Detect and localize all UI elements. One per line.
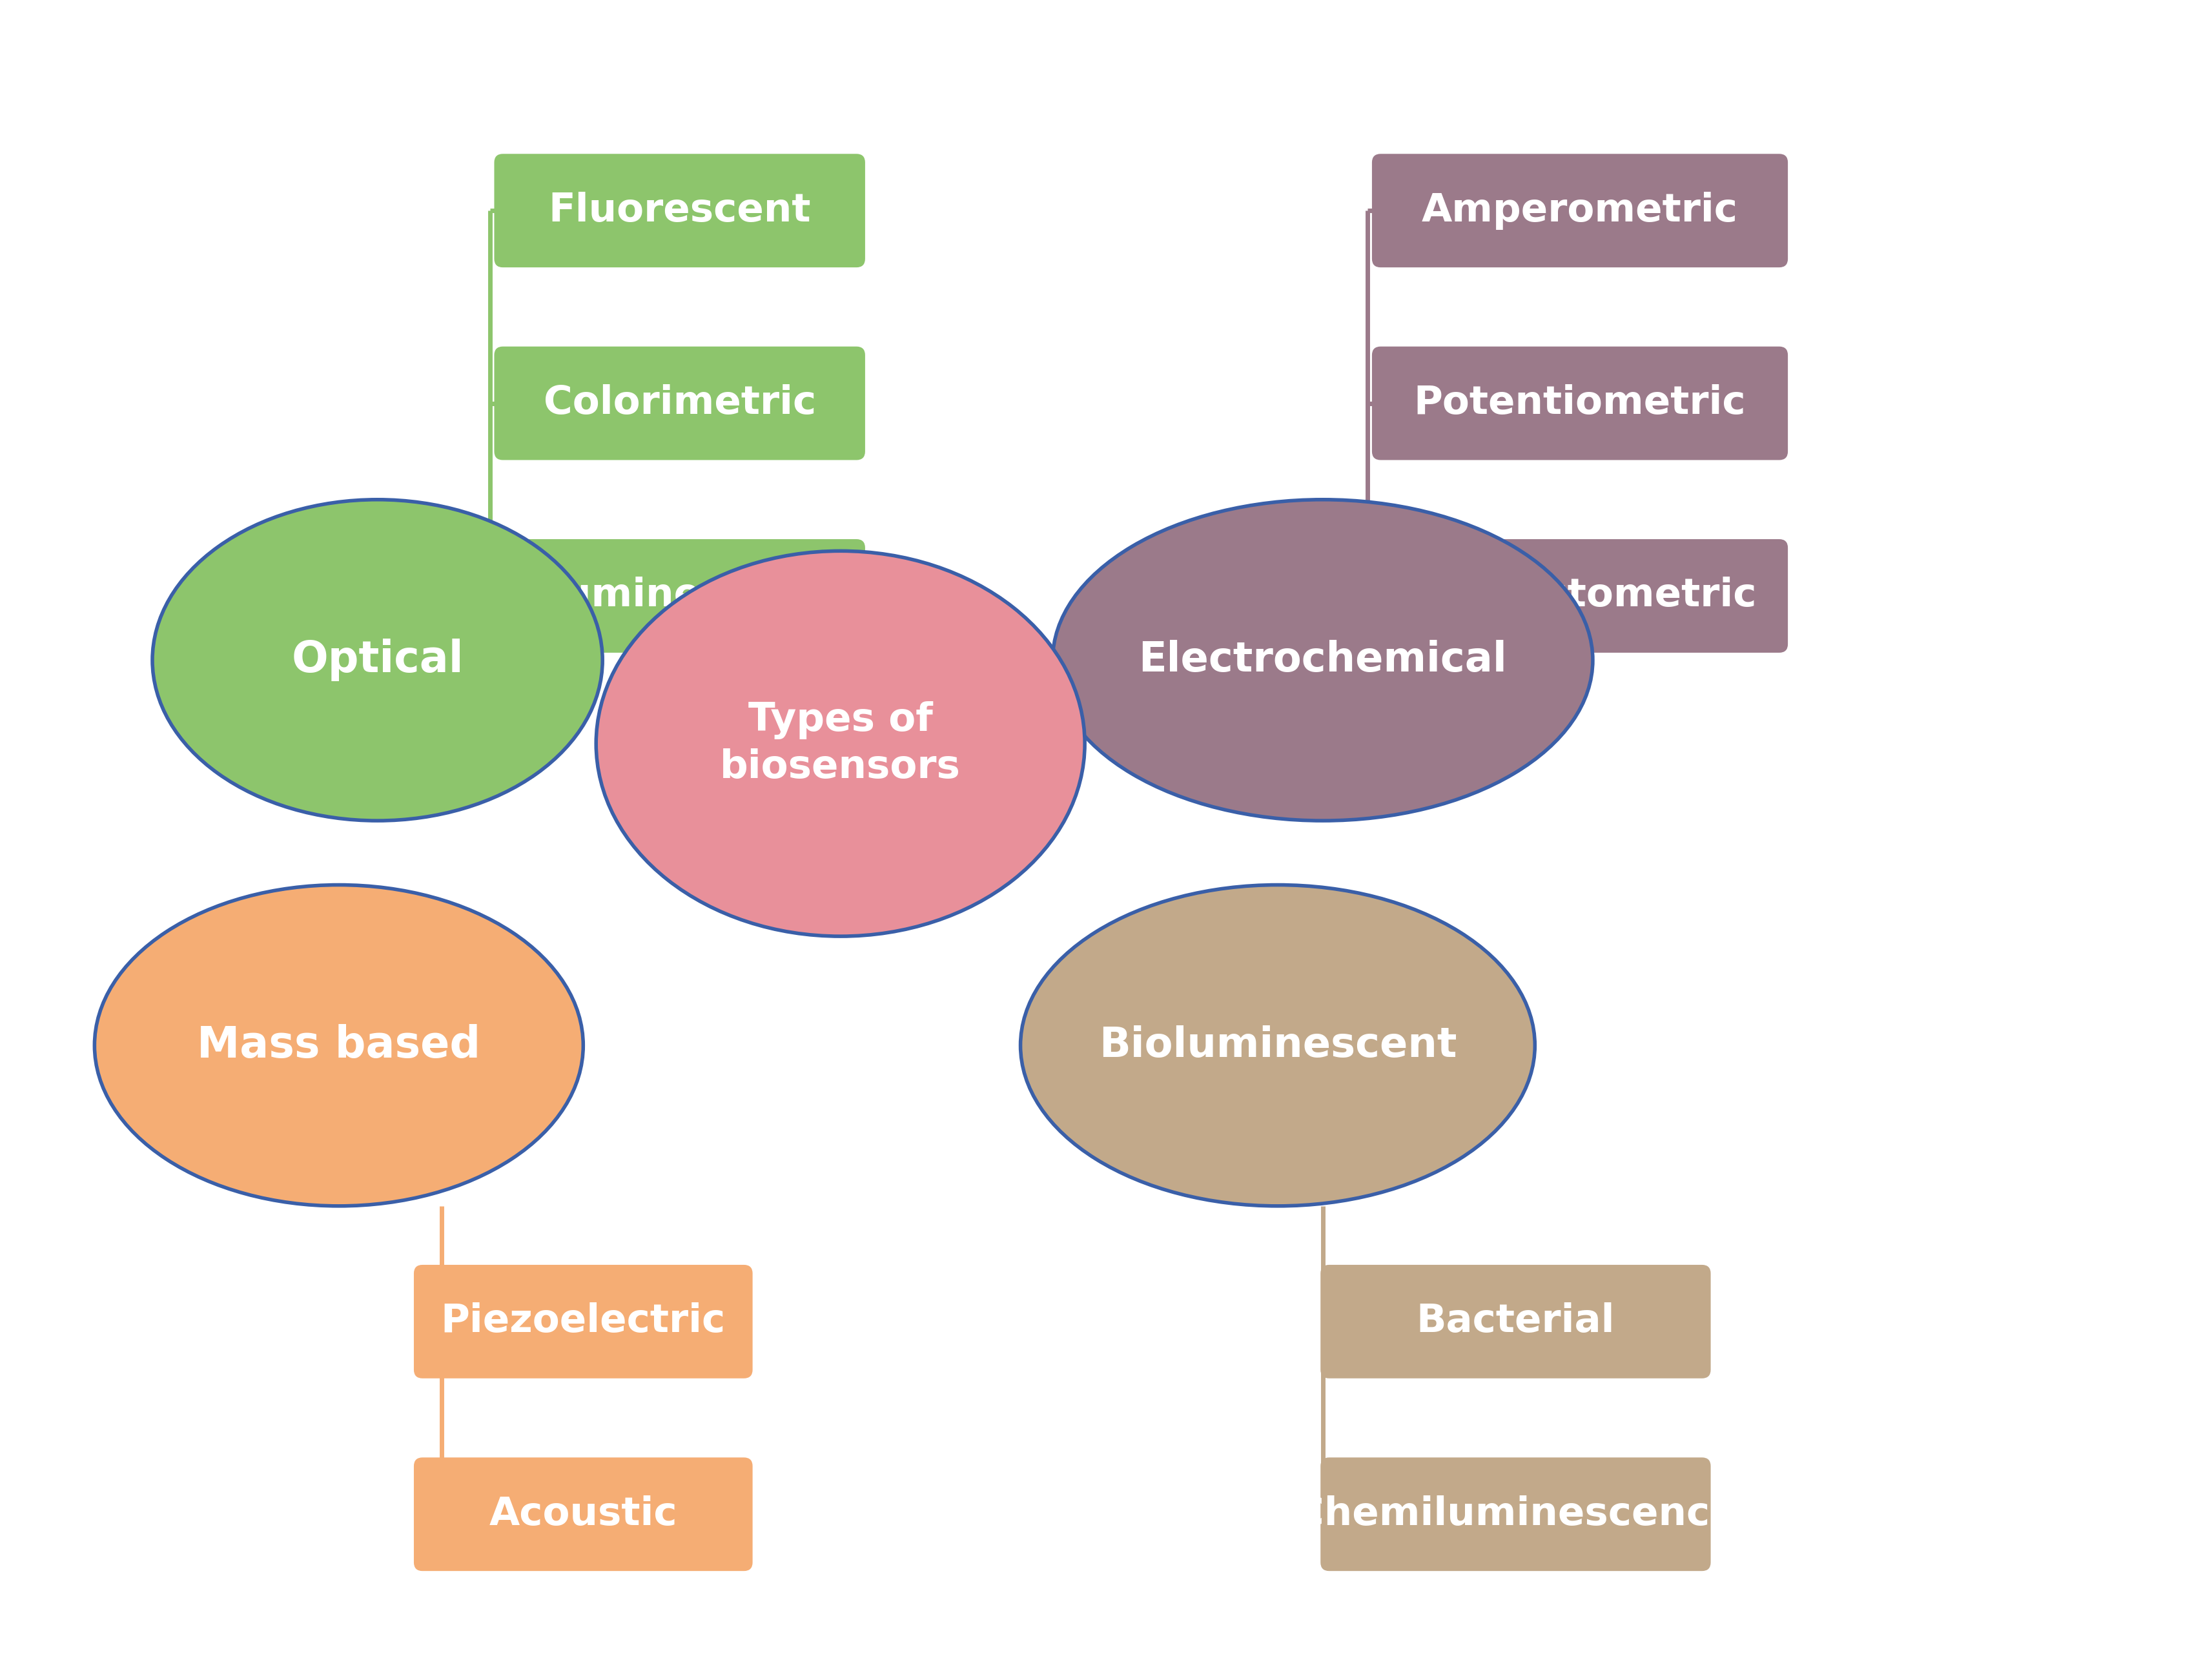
Text: Acoustic: Acoustic	[489, 1496, 677, 1534]
Text: Luminescent: Luminescent	[538, 578, 821, 614]
Text: Chemiluminescence: Chemiluminescence	[1294, 1496, 1736, 1534]
FancyBboxPatch shape	[414, 1459, 752, 1570]
Ellipse shape	[95, 885, 584, 1207]
Ellipse shape	[595, 551, 1084, 936]
Text: Conductometric: Conductometric	[1402, 578, 1756, 614]
FancyBboxPatch shape	[1374, 347, 1787, 460]
Text: Amperometric: Amperometric	[1422, 191, 1739, 229]
Text: Bioluminescent: Bioluminescent	[1099, 1026, 1458, 1066]
Text: Optical: Optical	[292, 639, 465, 682]
FancyBboxPatch shape	[1374, 154, 1787, 267]
FancyBboxPatch shape	[495, 347, 865, 460]
Text: Types of
biosensors: Types of biosensors	[721, 701, 960, 787]
Text: Potentiometric: Potentiometric	[1413, 383, 1745, 422]
FancyBboxPatch shape	[414, 1265, 752, 1378]
FancyBboxPatch shape	[495, 540, 865, 652]
FancyBboxPatch shape	[495, 154, 865, 267]
FancyBboxPatch shape	[1374, 540, 1787, 652]
Text: Piezoelectric: Piezoelectric	[440, 1303, 726, 1341]
Ellipse shape	[1053, 500, 1593, 820]
Ellipse shape	[1020, 885, 1535, 1207]
Text: Mass based: Mass based	[197, 1024, 480, 1067]
FancyBboxPatch shape	[1321, 1459, 1710, 1570]
FancyBboxPatch shape	[1321, 1265, 1710, 1378]
Text: Fluorescent: Fluorescent	[549, 191, 812, 229]
Text: Electrochemical: Electrochemical	[1139, 641, 1506, 681]
Ellipse shape	[153, 500, 602, 820]
Text: Bacterial: Bacterial	[1416, 1303, 1615, 1341]
Text: Colorimetric: Colorimetric	[544, 383, 816, 422]
